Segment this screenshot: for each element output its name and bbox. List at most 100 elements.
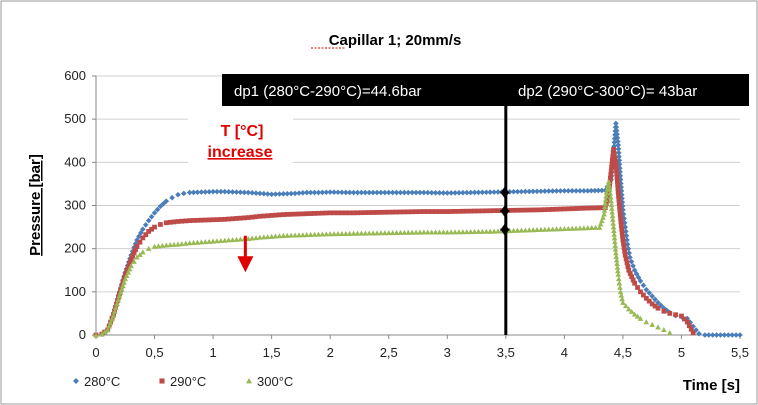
temperature-label-line2: increase <box>208 144 273 161</box>
y-tick-label: 600 <box>64 68 86 83</box>
data-point <box>686 323 692 329</box>
data-point <box>238 215 243 221</box>
data-point <box>630 263 636 269</box>
data-point <box>378 189 384 196</box>
data-point <box>319 210 325 216</box>
data-point <box>611 235 618 241</box>
data-point <box>195 217 200 223</box>
data-point <box>622 248 628 254</box>
data-point <box>149 226 154 232</box>
data-point <box>456 229 462 235</box>
data-point <box>619 296 625 302</box>
x-tick-label: 1,5 <box>263 345 281 360</box>
data-point <box>107 319 114 325</box>
data-point <box>577 188 583 194</box>
data-point <box>643 295 649 301</box>
data-point <box>331 210 337 216</box>
data-point <box>534 227 540 233</box>
data-point <box>483 228 490 234</box>
x-axis-tick-labels: 0 0,5 1 1,5 2 2,5 3 3,5 4 4,5 5 5,5 <box>92 345 749 360</box>
data-point <box>626 250 632 256</box>
data-point <box>300 211 306 217</box>
data-point <box>448 229 454 235</box>
data-point <box>99 331 105 337</box>
data-point <box>413 209 419 215</box>
data-point <box>122 276 129 282</box>
data-point <box>487 189 494 195</box>
data-point <box>637 315 644 321</box>
data-point <box>546 207 552 212</box>
data-point <box>331 189 337 195</box>
data-point <box>615 182 621 188</box>
data-point <box>606 190 612 195</box>
x-tick-label: 3,5 <box>497 345 515 360</box>
data-point <box>613 250 619 256</box>
data-point <box>93 332 99 338</box>
data-point <box>152 224 157 230</box>
data-point <box>460 208 466 214</box>
data-point <box>222 216 228 222</box>
data-point <box>655 324 661 330</box>
x-tick-label: 4,5 <box>614 345 632 360</box>
data-point <box>614 175 620 180</box>
data-point <box>460 229 466 235</box>
data-point <box>122 272 128 277</box>
data-point <box>483 208 489 214</box>
data-point <box>592 205 598 211</box>
data-point <box>573 206 579 211</box>
data-point <box>577 225 583 231</box>
data-point <box>140 249 146 255</box>
data-point <box>619 230 625 236</box>
data-point <box>606 182 613 188</box>
x-tick-label: 2,5 <box>380 345 398 360</box>
data-point <box>187 218 193 223</box>
data-point <box>114 301 120 307</box>
data-point <box>118 286 125 292</box>
data-point <box>613 120 619 127</box>
data-point <box>610 220 617 226</box>
data-point <box>265 213 271 219</box>
data-point <box>619 226 625 232</box>
data-point <box>272 191 279 197</box>
data-point <box>612 246 619 252</box>
data-point <box>125 264 131 270</box>
data-point <box>561 188 568 194</box>
data-point <box>616 197 622 203</box>
data-point <box>608 175 613 181</box>
data-point <box>581 188 587 194</box>
data-point <box>643 286 650 293</box>
data-point <box>140 226 146 233</box>
data-point <box>312 211 317 216</box>
data-point <box>601 207 608 213</box>
data-point <box>557 226 564 232</box>
data-point <box>603 189 610 195</box>
data-point <box>617 204 622 210</box>
data-point <box>134 254 140 260</box>
legend-label: 290°C <box>170 374 206 389</box>
y-tick-label: 300 <box>64 198 86 213</box>
data-point <box>596 224 603 230</box>
data-point <box>370 189 376 196</box>
data-point <box>625 264 631 269</box>
data-point <box>385 230 392 236</box>
data-point <box>475 228 482 234</box>
data-point <box>620 234 625 239</box>
data-point <box>688 326 694 332</box>
data-point <box>417 209 423 214</box>
data-point <box>382 189 388 196</box>
data-point <box>603 193 609 199</box>
data-point <box>307 189 314 196</box>
data-point <box>658 302 664 309</box>
data-point <box>296 211 302 217</box>
data-point <box>511 207 517 213</box>
data-point <box>495 189 501 195</box>
data-point <box>346 189 353 196</box>
data-point <box>632 280 637 286</box>
data-point <box>401 209 407 215</box>
data-point <box>483 189 490 196</box>
data-point <box>198 189 205 195</box>
data-point <box>417 229 423 235</box>
data-point <box>456 189 462 196</box>
